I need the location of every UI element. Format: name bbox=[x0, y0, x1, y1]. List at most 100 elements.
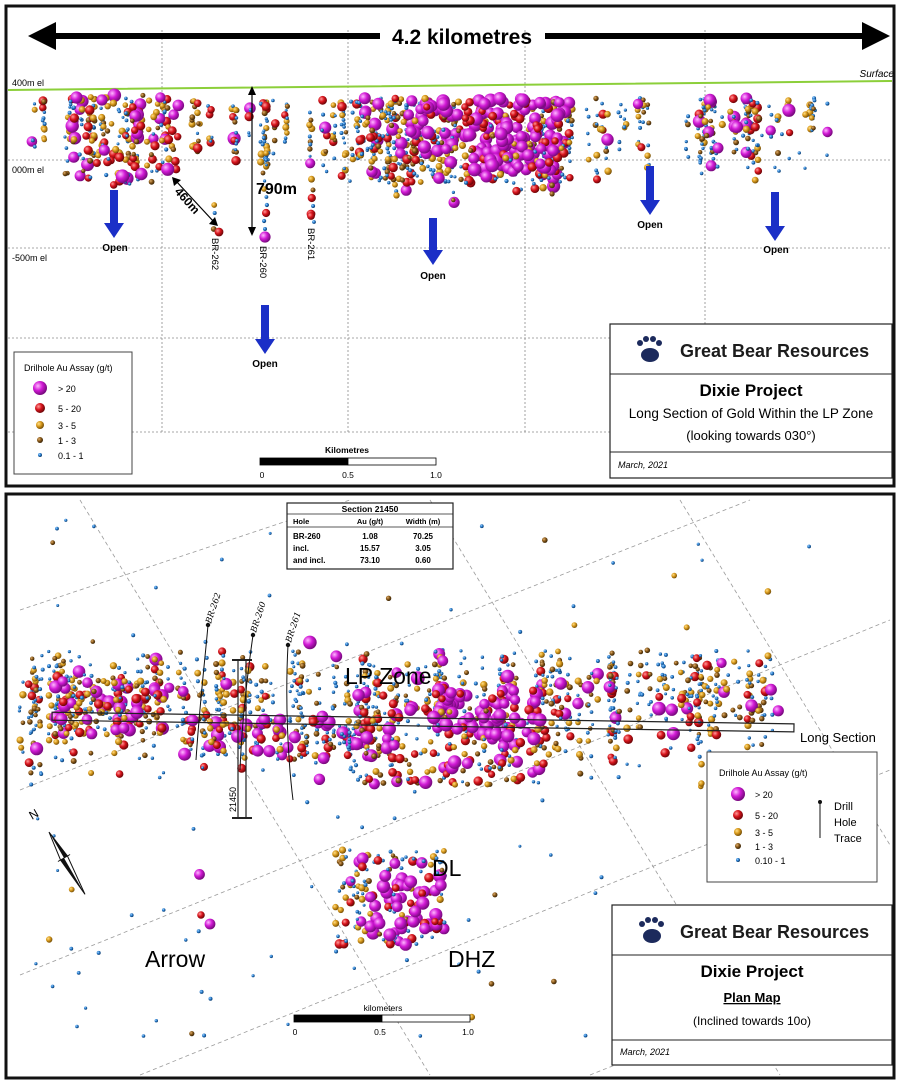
table-cell: BR-260 bbox=[293, 532, 321, 541]
assay-marker bbox=[759, 716, 765, 722]
assay-marker bbox=[593, 891, 598, 895]
assay-marker bbox=[496, 689, 505, 698]
collar-dot bbox=[285, 642, 291, 648]
assay-marker bbox=[340, 884, 346, 890]
assay-marker bbox=[698, 113, 703, 119]
assay-marker bbox=[331, 663, 335, 668]
assay-marker bbox=[539, 661, 546, 668]
assay-marker bbox=[409, 905, 422, 918]
assay-marker bbox=[308, 142, 313, 147]
assay-marker bbox=[348, 848, 352, 852]
assay-marker bbox=[19, 691, 27, 699]
collar-dot bbox=[250, 632, 256, 638]
assay-marker bbox=[388, 763, 392, 767]
assay-marker bbox=[353, 763, 359, 768]
assay-marker bbox=[808, 115, 815, 121]
assay-marker bbox=[811, 106, 816, 111]
assay-marker bbox=[644, 152, 651, 159]
assay-marker bbox=[214, 227, 224, 237]
assay-marker bbox=[764, 588, 772, 595]
assay-marker bbox=[733, 139, 739, 146]
assay-marker bbox=[210, 135, 214, 139]
assay-marker bbox=[283, 118, 290, 125]
assay-marker bbox=[332, 903, 339, 911]
assay-marker bbox=[167, 126, 177, 136]
assay-marker bbox=[339, 854, 347, 862]
assay-marker bbox=[400, 857, 405, 862]
assay-marker bbox=[387, 172, 395, 180]
assay-marker bbox=[381, 938, 385, 942]
assay-marker bbox=[560, 172, 565, 177]
assay-marker bbox=[666, 727, 681, 741]
assay-marker bbox=[419, 161, 424, 166]
assay-marker bbox=[388, 699, 398, 709]
assay-marker bbox=[549, 666, 556, 673]
assay-marker bbox=[154, 585, 158, 590]
assay-marker bbox=[332, 850, 340, 858]
assay-marker bbox=[421, 704, 430, 713]
assay-marker bbox=[81, 168, 86, 174]
scale-tick: 0 bbox=[260, 470, 265, 480]
assay-marker bbox=[182, 666, 187, 671]
assay-marker bbox=[321, 112, 326, 117]
assay-marker bbox=[320, 128, 324, 132]
assay-marker bbox=[134, 683, 140, 689]
assay-marker bbox=[292, 679, 297, 683]
assay-marker bbox=[111, 679, 118, 687]
assay-marker bbox=[811, 125, 816, 131]
assay-marker bbox=[162, 109, 167, 114]
assay-marker bbox=[652, 701, 666, 716]
assay-marker bbox=[377, 772, 384, 778]
assay-marker bbox=[181, 705, 185, 710]
assay-marker bbox=[438, 695, 446, 703]
assay-marker bbox=[361, 892, 365, 896]
assay-marker bbox=[451, 108, 464, 121]
assay-marker bbox=[467, 162, 482, 177]
table-cell: 0.60 bbox=[415, 556, 431, 565]
assay-marker bbox=[600, 101, 604, 106]
assay-marker bbox=[130, 705, 144, 719]
assay-marker bbox=[693, 698, 702, 707]
assay-marker bbox=[393, 192, 400, 199]
assay-marker bbox=[313, 773, 326, 785]
assay-marker bbox=[513, 675, 519, 681]
assay-marker bbox=[131, 693, 141, 704]
assay-marker bbox=[387, 709, 396, 718]
assay-marker bbox=[714, 666, 721, 673]
assay-marker bbox=[419, 164, 427, 172]
assay-marker bbox=[229, 707, 237, 714]
assay-marker bbox=[311, 204, 316, 208]
assay-marker bbox=[341, 152, 348, 158]
assay-marker bbox=[298, 684, 303, 689]
assay-marker bbox=[480, 655, 485, 659]
assay-marker bbox=[433, 649, 438, 654]
assay-marker bbox=[271, 151, 276, 156]
assay-marker bbox=[435, 673, 440, 677]
assay-marker bbox=[452, 145, 459, 152]
assay-marker bbox=[55, 526, 59, 531]
assay-marker bbox=[698, 97, 703, 102]
assay-marker bbox=[344, 855, 348, 859]
assay-marker bbox=[292, 665, 296, 669]
assay-marker bbox=[638, 649, 644, 655]
assay-marker bbox=[195, 131, 200, 135]
assay-marker bbox=[144, 726, 148, 730]
assay-marker bbox=[550, 108, 565, 122]
assay-marker bbox=[451, 190, 455, 194]
assay-marker bbox=[148, 133, 159, 144]
long-section-label: Long Section bbox=[800, 730, 876, 745]
assay-marker bbox=[168, 708, 172, 712]
assay-marker bbox=[129, 154, 137, 163]
assay-marker bbox=[392, 181, 398, 188]
assay-marker bbox=[215, 725, 224, 734]
assay-marker bbox=[334, 684, 339, 689]
assay-marker bbox=[141, 687, 150, 697]
assay-marker bbox=[699, 136, 705, 142]
assay-marker bbox=[29, 742, 44, 756]
assay-marker bbox=[461, 152, 469, 160]
assay-marker bbox=[79, 122, 84, 127]
assay-marker bbox=[267, 593, 272, 598]
assay-marker bbox=[63, 135, 67, 139]
assay-marker bbox=[527, 732, 541, 746]
assay-marker bbox=[431, 690, 441, 699]
